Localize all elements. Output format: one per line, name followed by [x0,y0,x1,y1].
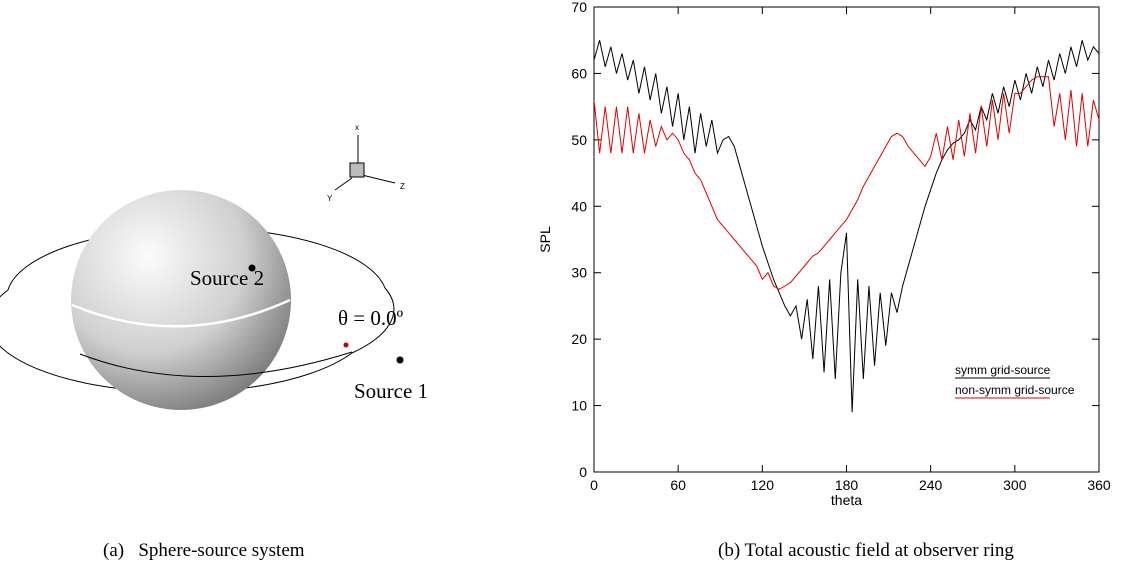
source-label: Source 2 [190,266,264,290]
x-tick-label: 0 [590,477,598,493]
observer-ring-front [79,351,353,377]
source-label: Source 1 [354,379,428,403]
y-tick-label: 0 [579,464,587,480]
observer-ring-front [351,287,395,354]
legend-label: non-symm grid-source [955,383,1075,397]
y-tick-label: 10 [571,398,587,414]
x-axis-label: theta [831,492,862,508]
y-tick-label: 50 [571,132,587,148]
source-1-dot [396,356,404,364]
series-line [593,40,1100,413]
axis-y-label: Y [327,194,333,203]
axis-z-label: Z [400,182,405,191]
axis-triad [334,135,396,191]
chart: 0 10 20 30 40 50 60 70 0 60 120 180 240 300 360 theta SP… [537,0,1111,508]
triad-cube [349,162,365,178]
sphere-seam [71,298,291,328]
legend-label: symm grid-source [955,363,1051,377]
caption: (b) Total acoustic field at observer rin… [718,540,1014,561]
x-tick-label: 360 [1087,477,1111,493]
x-tick-label: 120 [751,477,775,493]
series-line [593,76,1100,290]
y-tick-label: 30 [571,265,587,281]
y-tick-label: 20 [571,331,587,347]
triad-axis [334,177,353,191]
observer-dot [343,342,349,348]
x-tick-label: 240 [919,477,943,493]
x-tick-label: 180 [835,477,859,493]
axis-x-label: x [355,123,359,132]
x-tick-label: 60 [670,477,686,493]
angle-label: θ = 0.0º [338,306,404,330]
y-tick-label: 40 [571,198,587,214]
diagram: x Y Z Source 2 θ = 0.0º Source 1 [0,123,428,410]
y-axis-label: SPL [537,226,553,253]
caption: (a) Sphere-source system [103,540,305,561]
x-tick-label: 300 [1003,477,1027,493]
y-tick-label: 70 [571,0,587,15]
y-tick-label: 60 [571,65,587,81]
triad-axis [361,174,396,184]
source-2-dot [248,264,256,272]
sphere [71,190,291,410]
